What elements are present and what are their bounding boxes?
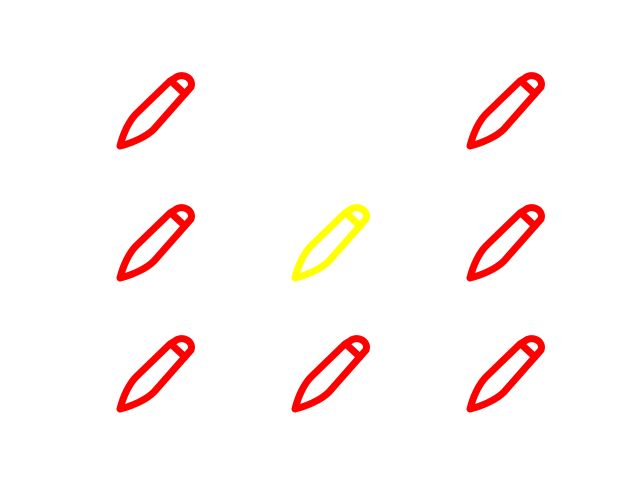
pencil-eraser-band	[168, 78, 189, 98]
pencil-outline	[291, 204, 370, 282]
pencil-cell-2-1[interactable]	[285, 326, 375, 416]
pencil-eraser-band	[518, 210, 539, 230]
pencil-cell-1-1[interactable]	[285, 195, 375, 285]
pencil-eraser-band	[168, 210, 189, 230]
pencil-icon	[291, 335, 370, 413]
pencil-icon	[116, 72, 195, 150]
pencil-eraser-band	[168, 341, 189, 361]
pencil-outline	[466, 72, 545, 150]
pencil-cell-1-0[interactable]	[110, 195, 200, 285]
pencil-eraser-band	[518, 341, 539, 361]
pencil-eraser-band	[343, 210, 364, 230]
pencil-outline	[466, 204, 545, 282]
pencil-icon	[466, 335, 545, 413]
pencil-icon	[466, 72, 545, 150]
pencil-cell-1-2[interactable]	[460, 195, 550, 285]
pencil-eraser-band	[518, 78, 539, 98]
pencil-cell-2-2[interactable]	[460, 326, 550, 416]
pencil-cell-2-0[interactable]	[110, 326, 200, 416]
pencil-cell-0-2[interactable]	[460, 63, 550, 153]
pencil-outline	[116, 72, 195, 150]
pencil-icon	[116, 335, 195, 413]
pencil-icon	[291, 204, 370, 282]
pencil-outline	[116, 335, 195, 413]
pencil-outline	[466, 335, 545, 413]
pencil-cell-0-0[interactable]	[110, 63, 200, 153]
pencil-icon	[116, 204, 195, 282]
pencil-icon	[466, 204, 545, 282]
pencil-outline	[116, 204, 195, 282]
pencil-outline	[291, 335, 370, 413]
pencil-eraser-band	[343, 341, 364, 361]
